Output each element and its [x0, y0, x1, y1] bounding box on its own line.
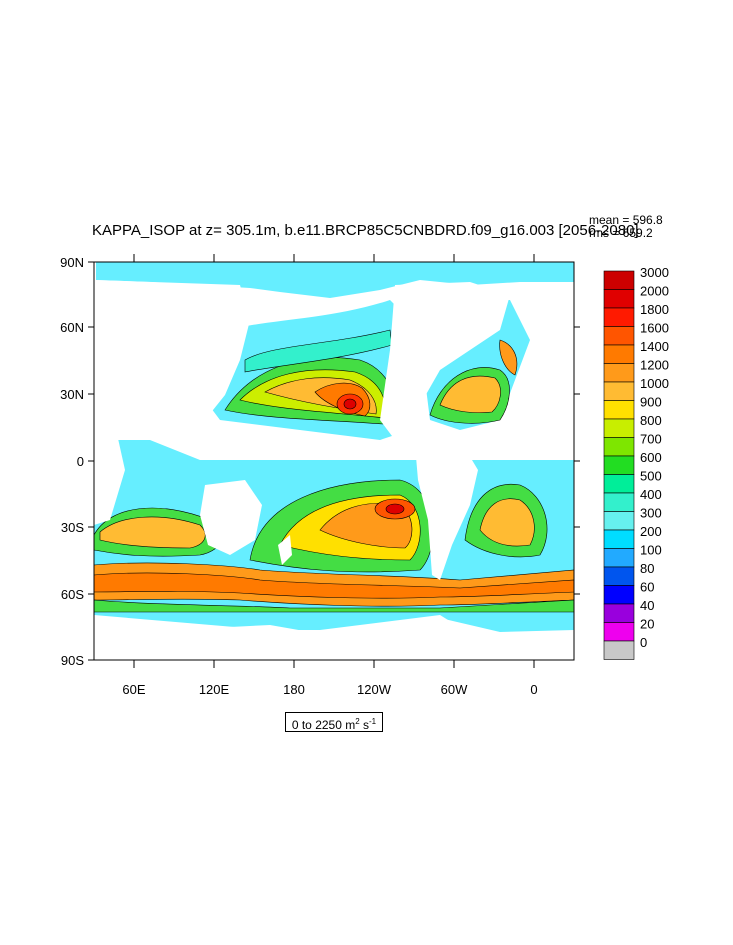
lon-label-120w: 120W	[357, 682, 392, 697]
land-masses	[94, 280, 574, 660]
lon-label-60e: 60E	[122, 682, 145, 697]
lat-label-0: 0	[77, 454, 84, 469]
rms-stat: rms = 659.2	[589, 226, 653, 240]
colorbar-label: 2000	[640, 284, 669, 299]
colorbar-swatch	[603, 418, 635, 438]
colorbar-label: 1000	[640, 376, 669, 391]
lat-label-60s: 60S	[61, 587, 84, 602]
colorbar-swatch	[603, 548, 635, 568]
lat-label-30s: 30S	[61, 520, 84, 535]
colorbar-label: 40	[640, 598, 654, 613]
colorbar-swatch	[603, 363, 635, 383]
lon-axis: 60E 120E 180 120W 60W 0	[122, 254, 538, 697]
colorbar-label: 500	[640, 469, 662, 484]
colorbar-label: 20	[640, 617, 654, 632]
colorbar-swatch	[603, 640, 635, 660]
colorbar-swatch	[603, 437, 635, 457]
colorbar-label: 1400	[640, 339, 669, 354]
colorbar-label: 80	[640, 561, 654, 576]
mean-stat: mean = 596.8	[589, 213, 663, 227]
lat-label-90s: 90S	[61, 653, 84, 668]
range-exp1: 2	[355, 717, 360, 726]
colorbar-label: 900	[640, 395, 662, 410]
colorbar-swatch	[603, 603, 635, 623]
colorbar-swatch	[603, 529, 635, 549]
lat-label-60n: 60N	[60, 320, 84, 335]
colorbar-label: 200	[640, 524, 662, 539]
colorbar-label: 1600	[640, 321, 669, 336]
colorbar-swatch	[603, 511, 635, 531]
range-prefix: 0 to 2250 m	[291, 718, 356, 732]
gyre-bands	[93, 329, 575, 613]
colorbar-swatch	[603, 381, 635, 401]
range-label: 0 to 2250 m2 s-1	[285, 712, 383, 732]
colorbar-label: 60	[640, 580, 654, 595]
colorbar-label: 1200	[640, 358, 669, 373]
range-unit2: s	[359, 718, 370, 732]
lon-label-60w: 60W	[441, 682, 468, 697]
colorbar-swatch	[603, 585, 635, 605]
colorbar-swatch	[603, 307, 635, 327]
colorbar-swatch	[603, 492, 635, 512]
colorbar-swatch	[603, 474, 635, 494]
colorbar: 3000200018001600140012001000900800700600…	[603, 265, 669, 660]
colorbar-swatch	[603, 289, 635, 309]
colorbar-label: 800	[640, 413, 662, 428]
colorbar-swatch	[603, 622, 635, 642]
colorbar-label: 300	[640, 506, 662, 521]
colorbar-label: 1800	[640, 302, 669, 317]
lon-label-0: 0	[530, 682, 537, 697]
colorbar-swatch	[603, 326, 635, 346]
colorbar-label: 100	[640, 543, 662, 558]
colorbar-label: 3000	[640, 265, 669, 280]
colorbar-swatch	[603, 566, 635, 586]
lon-label-120e: 120E	[199, 682, 230, 697]
colorbar-label: 600	[640, 450, 662, 465]
lat-axis: 90N 60N 30N 0 30S 60S 90S	[60, 255, 580, 668]
colorbar-swatch	[603, 455, 635, 475]
colorbar-label: 400	[640, 487, 662, 502]
range-exp2: -1	[369, 717, 377, 726]
colorbar-swatch	[603, 270, 635, 290]
plot-title: KAPPA_ISOP at z= 305.1m, b.e11.BRCP85C5C…	[92, 222, 639, 239]
lon-label-180: 180	[283, 682, 305, 697]
colorbar-swatch	[603, 344, 635, 364]
colorbar-label: 0	[640, 635, 647, 650]
colorbar-label: 700	[640, 432, 662, 447]
colorbar-swatch	[603, 400, 635, 420]
lat-label-90n: 90N	[60, 255, 84, 270]
lat-label-30n: 30N	[60, 387, 84, 402]
